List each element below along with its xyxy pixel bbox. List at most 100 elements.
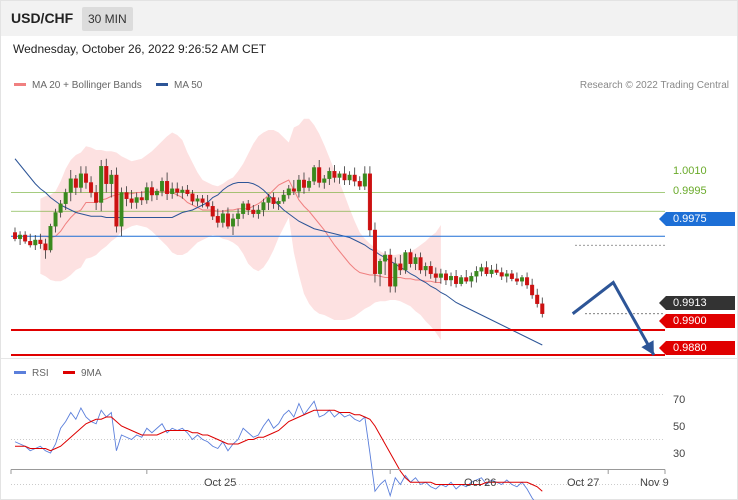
candle-body [413, 257, 418, 264]
candle-body [175, 188, 180, 193]
legend-ma20: MA 20 + Bollinger Bands [14, 80, 142, 91]
timeframe-badge[interactable]: 30 MIN [82, 7, 133, 31]
rsi-swatch [14, 370, 26, 374]
candle-body [114, 174, 119, 227]
candle-body [393, 263, 398, 287]
candle-body [509, 273, 514, 279]
legend-9ma-label: 9MA [81, 368, 102, 379]
rsi-tick-30: 30 [673, 448, 686, 460]
support2-price-tag: 0.9880 [659, 341, 735, 355]
candle-body [266, 197, 271, 203]
candle-body [327, 171, 332, 179]
candle-body [474, 271, 479, 277]
candle-body [231, 218, 236, 227]
candle-body [154, 191, 159, 196]
candle-body [372, 229, 377, 274]
candle-body [43, 243, 48, 251]
candle-body [388, 254, 393, 287]
candle-body [408, 252, 413, 264]
candle-body [256, 209, 261, 214]
candle-body [170, 188, 175, 194]
legend-rsi: RSI [14, 368, 49, 379]
x-tick-oct27: Oct 27 [567, 477, 600, 489]
candle-body [357, 181, 362, 187]
candle-body [484, 267, 489, 274]
candle-body [378, 261, 383, 274]
ma20-line [40, 179, 441, 283]
candle-body [63, 192, 68, 204]
candle-body [58, 203, 63, 213]
candle-body [18, 234, 23, 239]
x-tick-nov9: Nov 9 [640, 477, 669, 489]
candle-body [499, 272, 504, 277]
candle-body [525, 277, 530, 286]
legend-ma50: MA 50 [156, 80, 202, 91]
candle-body [443, 273, 448, 281]
candle-body [78, 173, 83, 188]
candle-body [271, 197, 276, 204]
candle-body [301, 179, 306, 188]
candle-body [68, 178, 73, 193]
pair-title: USD/CHF [11, 10, 74, 26]
candle-body [200, 198, 205, 203]
candle-body [261, 202, 266, 211]
candle-body [220, 213, 225, 223]
candle-body [129, 198, 134, 203]
candle-body [286, 188, 291, 196]
candle-body [190, 193, 195, 202]
candle-body [149, 187, 154, 196]
level-label-1.0010: 1.0010 [673, 165, 707, 177]
legend-9ma: 9MA [63, 368, 102, 379]
candle-body [83, 173, 88, 183]
candle-body [195, 198, 200, 202]
candle-body [403, 252, 408, 271]
candle-body [144, 187, 149, 201]
legend-rsi-label: RSI [32, 368, 49, 379]
candle-body [494, 269, 499, 273]
x-tick-oct25: Oct 25 [204, 477, 237, 489]
candle-body [449, 276, 454, 281]
candle-body [73, 178, 78, 188]
candle-body [489, 269, 494, 274]
candle-body [504, 273, 509, 277]
candle-body [23, 234, 28, 242]
candle-body [398, 263, 403, 271]
candle-body [124, 192, 129, 199]
candle-body [433, 273, 438, 278]
candle-body [89, 182, 94, 193]
candle-body [134, 197, 139, 203]
candle-body [520, 277, 525, 282]
last-price-tag: 0.9913 [659, 296, 735, 310]
bollinger-band [40, 118, 441, 340]
candle-body [225, 213, 230, 227]
candle-body [215, 216, 220, 223]
candle-body [160, 181, 165, 192]
candle-body [104, 166, 109, 184]
candle-body [479, 267, 484, 272]
candle-body [205, 202, 210, 207]
candle-body [165, 181, 170, 194]
candle-body [428, 266, 433, 274]
candle-body [38, 239, 43, 244]
candle-body [185, 189, 190, 194]
forecast-arrowhead [641, 340, 654, 355]
candle-body [276, 201, 281, 204]
candle-body [28, 241, 33, 246]
candle-body [99, 166, 104, 203]
candle-body [251, 209, 256, 214]
candle-body [418, 257, 423, 271]
candle-body [246, 203, 251, 211]
candle-body [291, 188, 296, 192]
candle-body [53, 212, 58, 227]
chart-datetime: Wednesday, October 26, 2022 9:26:52 AM C… [13, 42, 267, 56]
candle-body [362, 173, 367, 187]
candle-body [332, 171, 337, 178]
legend-ma20-label: MA 20 + Bollinger Bands [32, 80, 142, 91]
rsi-line [14, 400, 535, 500]
candle-body [540, 303, 545, 314]
candle-body [514, 278, 519, 282]
ma20-swatch [14, 82, 26, 86]
level-label-0.9995: 0.9995 [673, 185, 707, 197]
candle-body [438, 273, 443, 278]
